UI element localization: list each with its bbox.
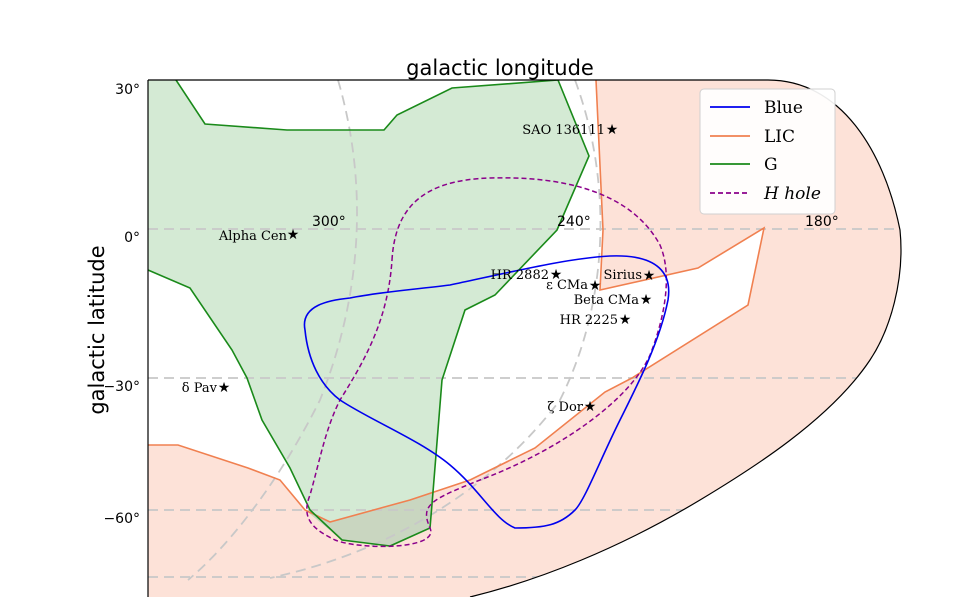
series-g-fill (148, 80, 589, 546)
latitude-ticks: 30° 0° −30° −60° (103, 82, 140, 527)
star-marker: ★ (589, 278, 602, 294)
star-label-alpha-cen: Alpha Cen (218, 229, 288, 244)
tick-lat-0: 0° (124, 230, 140, 246)
series-h-hole-line (306, 177, 668, 548)
plot-area (148, 80, 901, 597)
star-label-hr-2225: HR 2225 (560, 313, 618, 328)
star-label-zeta-dor: ζ Dor (547, 400, 583, 415)
legend-label-lic: LIC (764, 127, 795, 147)
legend-label-blue: Blue (764, 98, 803, 118)
legend-label-h-hole: H hole (763, 184, 821, 204)
star-marker: ★ (619, 312, 632, 328)
graticule (148, 80, 901, 581)
star-marker: ★ (640, 292, 653, 308)
y-axis-label: galactic latitude (85, 245, 109, 414)
series-blue-line (303, 255, 670, 529)
grid-lon-240 (269, 80, 602, 579)
star-label-delta-pav: δ Pav (182, 381, 218, 396)
map-frame (147, 79, 902, 597)
grid-lon-300 (187, 80, 358, 581)
star-label-beta-cma: Beta CMa (574, 293, 640, 308)
star-marker: ★ (643, 268, 656, 284)
tick-lon-300: 300° (312, 214, 346, 230)
series-g-line (148, 80, 590, 547)
star-label-hr-2882: HR 2882 (491, 268, 549, 283)
tick-lon-240: 240° (557, 214, 591, 230)
star-marker: ★ (218, 380, 231, 396)
tick-lat-minus30: −30° (103, 379, 140, 395)
legend-label-g: G (764, 155, 778, 175)
tick-lat-minus60: −60° (103, 511, 140, 527)
chart-title: galactic longitude (406, 56, 594, 80)
star-annotations: ★ SAO 136111 ★ Alpha Cen ★ HR 2882 ★ ε C… (182, 122, 656, 415)
tick-lat-30: 30° (115, 82, 140, 98)
tick-lon-180: 180° (805, 214, 839, 230)
star-marker: ★ (606, 122, 619, 138)
star-label-eps-cma: ε CMa (546, 278, 588, 293)
star-marker: ★ (584, 399, 597, 415)
star-marker: ★ (550, 267, 563, 283)
legend-box (699, 88, 836, 215)
star-label-sirius: Sirius (604, 268, 642, 283)
legend: Blue LIC G H hole (699, 88, 836, 215)
star-label-sao-136111: SAO 136111 (522, 123, 605, 138)
star-marker: ★ (287, 227, 300, 243)
longitude-ticks: 300° 240° 180° (312, 214, 839, 230)
